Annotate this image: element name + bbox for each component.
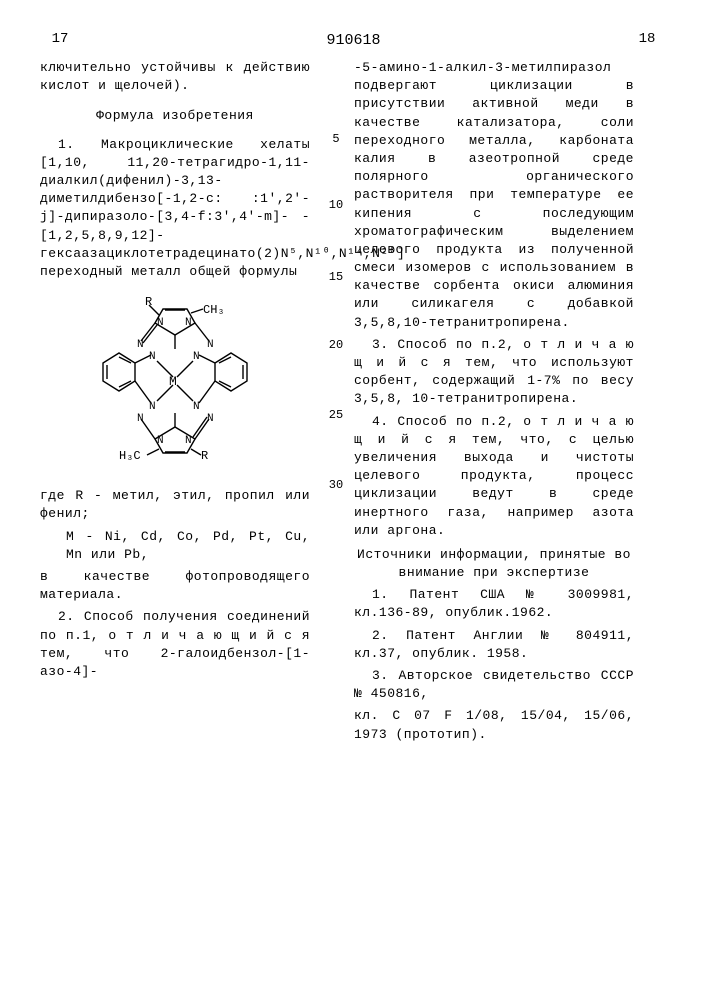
svg-text:N: N — [185, 317, 192, 329]
svg-text:N: N — [149, 351, 156, 363]
right-para-3: 4. Способ по п.2, о т л и ч а ю щ и й с … — [354, 413, 634, 540]
svg-text:N: N — [137, 413, 144, 425]
svg-text:N: N — [157, 317, 164, 329]
ref-2: 2. Патент Англии № 804911, кл.37, опубли… — [354, 627, 634, 663]
gutter-10: 10 — [322, 197, 350, 214]
svg-text:N: N — [137, 339, 144, 351]
left-para-3: в качестве фотопроводящего материала. — [40, 568, 310, 604]
where-m: M - Ni, Cd, Co, Pd, Pt, Cu, Mn или Pb, — [40, 528, 310, 564]
left-column: ключительно устойчивы к действию кислот … — [40, 59, 322, 748]
structure-svg: R CH₃ N N — [75, 291, 275, 471]
left-para-1: ключительно устойчивы к действию кислот … — [40, 59, 310, 95]
left-para-2: 1. Макроциклические хелаты [1,10, 11,20-… — [40, 136, 310, 282]
right-para-1: -5-амино-1-алкил-3-метилпиразол подверга… — [354, 59, 634, 332]
ref-1: 1. Патент США № 3009981, кл.136-89, опуб… — [354, 586, 634, 622]
svg-text:N: N — [185, 435, 192, 447]
gutter-15: 15 — [322, 269, 350, 286]
ref-3: 3. Авторское свидетельство СССР № 450816… — [354, 667, 634, 703]
document-number: 910618 — [80, 30, 627, 51]
left-para-4: 2. Способ получения соединений по п.1, о… — [40, 608, 310, 681]
svg-text:H₃C: H₃C — [119, 449, 141, 463]
svg-text:CH₃: CH₃ — [203, 303, 225, 317]
chemical-structure: R CH₃ N N — [40, 291, 310, 477]
gutter-20: 20 — [322, 337, 350, 354]
svg-text:N: N — [193, 401, 200, 413]
right-para-2: 3. Способ по п.2, о т л и ч а ю щ и й с … — [354, 336, 634, 409]
page-number-left: 17 — [40, 30, 80, 50]
right-column: -5-амино-1-алкил-3-метилпиразол подверга… — [350, 59, 634, 748]
svg-text:N: N — [193, 351, 200, 363]
section-title: Формула изобретения — [40, 107, 310, 125]
svg-text:N: N — [207, 413, 214, 425]
ref-3b: кл. С 07 F 1/08, 15/04, 15/06, 1973 (про… — [354, 707, 634, 743]
page-number-right: 18 — [627, 30, 667, 50]
gutter-5: 5 — [322, 131, 350, 148]
sources-title: Источники информации, принятые во вниман… — [354, 546, 634, 582]
gutter-25: 25 — [322, 407, 350, 424]
page: 17 910618 18 ключительно устойчивы к дей… — [40, 30, 667, 748]
gutter: 5 10 15 20 25 30 — [322, 59, 350, 748]
gutter-30: 30 — [322, 477, 350, 494]
where-r: где R - метил, этил, пропил или фенил; — [40, 487, 310, 523]
columns-container: ключительно устойчивы к действию кислот … — [40, 59, 667, 748]
svg-text:R: R — [201, 449, 208, 463]
svg-text:N: N — [157, 435, 164, 447]
header-row: 17 910618 18 — [40, 30, 667, 51]
